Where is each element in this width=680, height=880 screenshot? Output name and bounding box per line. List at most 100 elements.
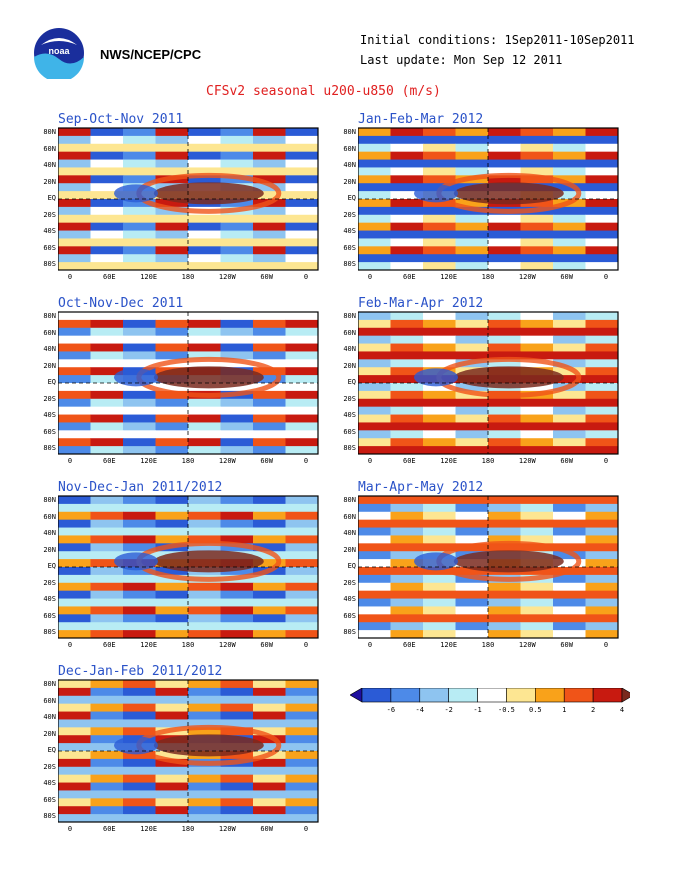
lat-tick-label: 20N [343,545,356,554]
colorbar-segment [563,687,594,703]
lat-tick-label: 20S [343,210,356,219]
initial-conditions-label: Initial conditions: 1Sep2011-10Sep2011 [360,33,635,47]
map-panel: 80N 60N 40N 20N EQ 20S 40S 60S 80S 0 60E 120E 180 120… [43,296,348,468]
lat-tick-label: EQ [347,562,356,570]
lon-tick-label: 180 [481,457,495,465]
lat-tick-label: 20N [43,729,56,738]
lat-tick-label: 20S [343,394,356,403]
lat-tick-label: 60N [43,696,56,705]
panel-title: Mar-Apr-May 2012 [358,480,484,495]
lon-tick-label: 60W [260,273,273,281]
colorbar-segment [390,687,421,703]
lon-tick-label: 0 [367,457,373,465]
map-panel-svg [358,127,619,271]
lat-tick-label: 40S [43,411,56,419]
lat-tick-label: 60N [343,512,356,521]
lon-tick-label: 0 [603,273,609,281]
map-panel: 80N 60N 40N 20N EQ 20S 40S 60S 80S 0 60E 120E 180 120… [43,664,348,836]
lon-tick-label: 0 [67,641,73,649]
lon-tick-label: 60E [103,641,116,649]
lon-tick-label: 60W [560,273,573,281]
lat-tick-label: 80S [43,260,56,268]
panel-title: Nov-Dec-Jan 2011/2012 [58,480,223,495]
colorbar-label: 0.5 [529,706,542,714]
map-panel: 80N 60N 40N 20N EQ 20S 40S 60S 80S 0 60E 120E 180 120… [343,296,648,468]
lon-tick-label: 120W [518,457,536,465]
lon-tick-label: 60W [260,641,273,649]
lat-tick-label: 60S [343,243,356,252]
lon-tick-label: 180 [181,273,195,281]
lat-tick-label: EQ [347,194,356,202]
lat-tick-label: 20N [343,361,356,370]
lon-tick-label: 120E [440,457,458,465]
lat-tick-label: 40N [43,161,56,169]
lon-tick-label: 120W [218,825,236,833]
lon-tick-label: 120E [140,457,158,465]
lat-tick-label: EQ [47,746,56,754]
lat-tick-label: 80N [43,128,56,136]
lat-tick-label: 80N [43,496,56,504]
map-panel: 80N 60N 40N 20N EQ 20S 40S 60S 80S 0 60E 120E 180 120… [43,480,348,652]
colorbar-segment [448,687,478,703]
colorbar-label: -4 [416,706,424,714]
map-panel: 80N 60N 40N 20N EQ 20S 40S 60S 80S 0 60E 120E 180 120… [343,480,648,652]
lat-tick-label: 40N [343,161,356,169]
colorbar-segment [349,687,363,703]
lat-tick-label: 40N [343,345,356,353]
lon-tick-label: 60E [403,457,416,465]
lon-tick-label: 0 [303,641,309,649]
colorbar-label: 4 [620,706,624,714]
lon-tick-label: 0 [603,457,609,465]
colorbar-segment [506,687,536,703]
svg-text:noaa: noaa [48,46,70,56]
colorbar-label: -2 [444,706,452,714]
lon-tick-label: 60W [560,457,573,465]
lat-tick-label: 60S [43,427,56,436]
colorbar-label: -0.5 [498,706,515,714]
lat-tick-label: 60S [343,611,356,620]
lat-tick-label: 20N [43,177,56,186]
lat-tick-label: 60S [43,611,56,620]
lon-tick-label: 0 [67,273,73,281]
colorbar-segment [592,687,623,703]
lon-tick-label: 180 [181,641,195,649]
lat-tick-label: 80S [43,628,56,636]
colorbar-segment [477,687,507,703]
colorbar-label: -6 [387,706,395,714]
colorbar-label: 2 [591,706,595,714]
lon-tick-label: 120W [518,641,536,649]
panel-title: Sep-Oct-Nov 2011 [58,112,184,127]
lon-tick-label: 120W [518,273,536,281]
map-panel-svg [58,311,319,455]
lat-tick-label: 60N [43,328,56,337]
lon-tick-label: 120E [440,273,458,281]
lon-tick-label: 120W [218,641,236,649]
panel-title: Feb-Mar-Apr 2012 [358,296,484,311]
colorbar-label: -1 [473,706,481,714]
lat-tick-label: 80S [43,444,56,452]
colorbar-segment [621,687,635,703]
lat-tick-label: 20S [43,210,56,219]
lon-tick-label: 60W [260,457,273,465]
lat-tick-label: 20N [43,545,56,554]
lat-tick-label: 60S [43,795,56,804]
lon-tick-label: 60E [403,273,416,281]
lon-tick-label: 120W [218,273,236,281]
lat-tick-label: 80S [343,628,356,636]
lat-tick-label: 80N [43,680,56,688]
lat-tick-label: 60N [343,328,356,337]
lat-tick-label: 60S [43,243,56,252]
lat-tick-label: 20S [43,578,56,587]
lat-tick-label: 20N [343,177,356,186]
lon-tick-label: 0 [367,273,373,281]
lat-tick-label: 20N [43,361,56,370]
panel-title: Jan-Feb-Mar 2012 [358,112,484,127]
org-label: NWS/NCEP/CPC [100,47,202,62]
lon-tick-label: 120E [440,641,458,649]
lat-tick-label: 40S [43,227,56,235]
lon-tick-label: 0 [303,457,309,465]
panel-title: Oct-Nov-Dec 2011 [58,296,184,311]
lon-tick-label: 60W [560,641,573,649]
lon-tick-label: 60E [103,273,116,281]
map-panel-svg [58,127,319,271]
